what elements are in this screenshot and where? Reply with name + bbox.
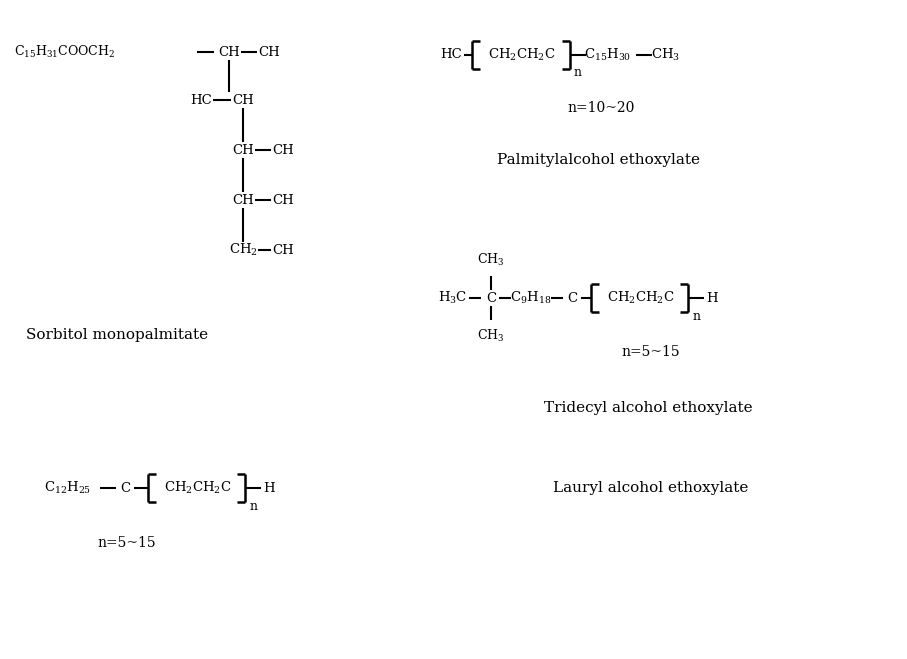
Text: C: C (568, 291, 578, 304)
Text: H: H (264, 482, 275, 494)
Text: HC: HC (440, 49, 462, 61)
Text: n: n (692, 310, 700, 322)
Text: Lauryl alcohol ethoxylate: Lauryl alcohol ethoxylate (553, 481, 748, 495)
Text: CH: CH (232, 194, 254, 206)
Text: $\mathregular{CH_3}$: $\mathregular{CH_3}$ (477, 252, 504, 268)
Text: CH: CH (258, 45, 280, 59)
Text: Sorbitol monopalmitate: Sorbitol monopalmitate (25, 328, 208, 342)
Text: Palmitylalcohol ethoxylate: Palmitylalcohol ethoxylate (497, 153, 700, 167)
Text: HC: HC (190, 94, 212, 107)
Text: $\mathregular{C_9H_{18}}$: $\mathregular{C_9H_{18}}$ (510, 290, 551, 306)
Text: $\mathregular{H_3C}$: $\mathregular{H_3C}$ (438, 290, 468, 306)
Text: $\mathregular{CH_2CH_2C}$: $\mathregular{CH_2CH_2C}$ (164, 480, 231, 496)
Text: $\mathregular{C_{15}H_{30}}$: $\mathregular{C_{15}H_{30}}$ (584, 47, 631, 63)
Text: $\mathregular{CH_2CH_2C}$: $\mathregular{CH_2CH_2C}$ (488, 47, 556, 63)
Text: n=5~15: n=5~15 (97, 536, 156, 550)
Text: $\mathregular{CH_2}$: $\mathregular{CH_2}$ (229, 242, 258, 258)
Text: $\mathregular{CH_3}$: $\mathregular{CH_3}$ (651, 47, 680, 63)
Text: C: C (486, 291, 496, 304)
Text: CH: CH (219, 45, 240, 59)
Text: n=10~20: n=10~20 (567, 101, 634, 115)
Text: $\mathregular{CH_2CH_2C}$: $\mathregular{CH_2CH_2C}$ (607, 290, 674, 306)
Text: $\mathregular{CH_3}$: $\mathregular{CH_3}$ (477, 328, 504, 344)
Text: H: H (707, 291, 718, 304)
Text: n=5~15: n=5~15 (621, 345, 680, 359)
Text: $\mathregular{C_{15}H_{31}COOCH_2}$: $\mathregular{C_{15}H_{31}COOCH_2}$ (14, 44, 115, 60)
Text: n: n (574, 67, 581, 80)
Text: CH: CH (232, 144, 254, 156)
Text: CH: CH (272, 144, 294, 156)
Text: CH: CH (272, 194, 294, 206)
Text: Tridecyl alcohol ethoxylate: Tridecyl alcohol ethoxylate (544, 401, 753, 415)
Text: n: n (249, 500, 258, 513)
Text: C: C (121, 482, 131, 494)
Text: $\mathregular{C_{12}H_{25}}$: $\mathregular{C_{12}H_{25}}$ (44, 480, 92, 496)
Text: CH: CH (272, 243, 294, 256)
Text: CH: CH (232, 94, 254, 107)
